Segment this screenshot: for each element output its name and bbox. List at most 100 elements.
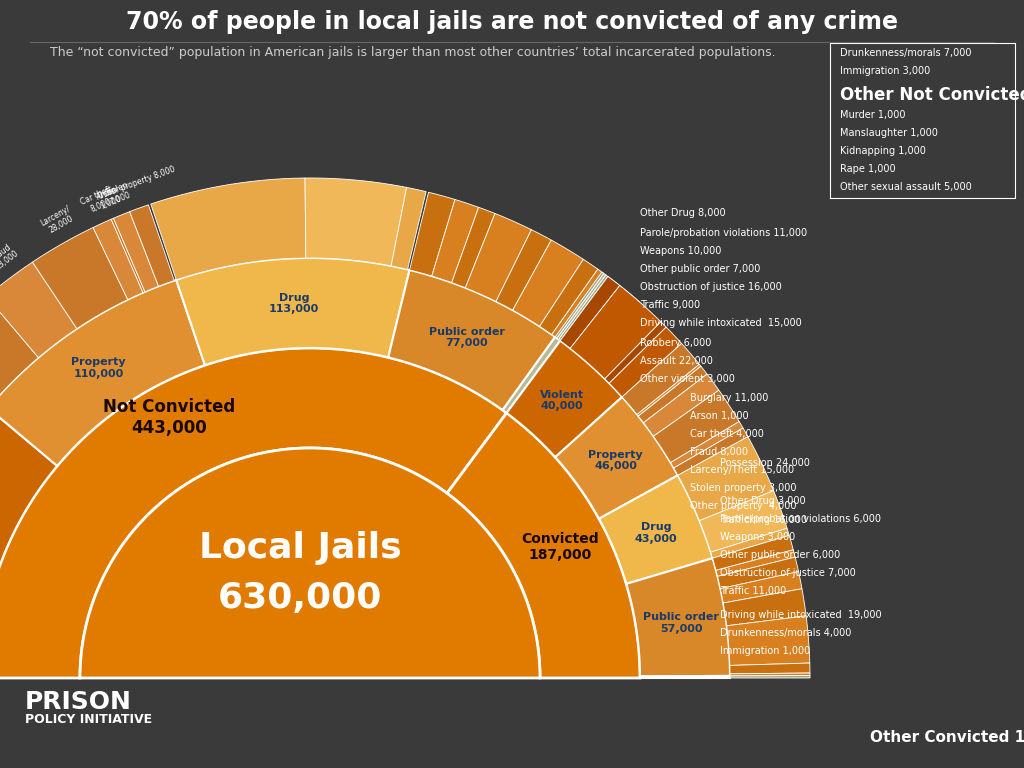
Text: Local Jails: Local Jails [199, 531, 401, 565]
Text: Other Not Convicted 2,000: Other Not Convicted 2,000 [840, 86, 1024, 104]
Text: Arson 1,000: Arson 1,000 [690, 411, 749, 421]
Text: Other violent 3,000: Other violent 3,000 [640, 374, 735, 384]
Polygon shape [507, 341, 623, 457]
Polygon shape [432, 200, 478, 283]
Polygon shape [713, 535, 794, 571]
Polygon shape [727, 616, 810, 665]
Text: Weapons 3,000: Weapons 3,000 [720, 532, 796, 542]
Polygon shape [447, 413, 640, 678]
Text: Other Convicted 1,000: Other Convicted 1,000 [870, 730, 1024, 745]
Polygon shape [730, 676, 810, 678]
Text: PRISON: PRISON [25, 690, 132, 714]
Text: Parole/probation violations 11,000: Parole/probation violations 11,000 [640, 228, 807, 238]
Polygon shape [587, 302, 643, 365]
Polygon shape [0, 280, 205, 466]
Polygon shape [496, 230, 551, 310]
Polygon shape [638, 366, 707, 422]
Text: Other Drug 3,000: Other Drug 3,000 [720, 496, 806, 506]
Text: Obstruction of justice 7,000: Obstruction of justice 7,000 [720, 568, 856, 578]
Text: Burglary 11,000: Burglary 11,000 [690, 393, 768, 403]
Text: Property
110,000: Property 110,000 [72, 357, 126, 379]
Polygon shape [720, 571, 802, 603]
Polygon shape [558, 275, 608, 341]
Polygon shape [653, 390, 739, 462]
Text: Other sexual assault 5,000: Other sexual assault 5,000 [840, 182, 972, 192]
Text: Kidnapping 1,000: Kidnapping 1,000 [840, 146, 926, 156]
Polygon shape [555, 272, 604, 338]
Polygon shape [582, 296, 639, 362]
Polygon shape [643, 374, 719, 436]
Text: Convicted
187,000: Convicted 187,000 [521, 532, 599, 562]
Polygon shape [570, 286, 660, 379]
Text: The “not convicted” population in American jails is larger than most other count: The “not convicted” population in Americ… [50, 46, 775, 59]
Polygon shape [557, 273, 606, 339]
Text: Manslaughter 1,000: Manslaughter 1,000 [840, 128, 938, 138]
Text: Public order
77,000: Public order 77,000 [429, 326, 505, 348]
Text: Other Drug 8,000: Other Drug 8,000 [640, 208, 726, 218]
Polygon shape [671, 422, 743, 468]
Polygon shape [176, 258, 410, 365]
Text: Trafficking 16,000: Trafficking 16,000 [720, 515, 807, 525]
Polygon shape [730, 673, 810, 676]
Polygon shape [555, 397, 678, 518]
Text: Parole/probation violations 6,000: Parole/probation violations 6,000 [720, 514, 881, 524]
Polygon shape [391, 187, 426, 270]
Polygon shape [0, 348, 507, 678]
Text: Stolen
7,000: Stolen 7,000 [103, 180, 133, 207]
Text: Obstruction of justice 16,000: Obstruction of justice 16,000 [640, 282, 781, 292]
Text: Car theft
8,000: Car theft 8,000 [79, 184, 118, 216]
Text: Public order
57,000: Public order 57,000 [643, 612, 719, 634]
Polygon shape [114, 212, 159, 292]
Polygon shape [465, 214, 531, 301]
Polygon shape [674, 428, 748, 475]
Text: Drug
113,000: Drug 113,000 [269, 293, 319, 314]
Polygon shape [627, 558, 730, 677]
Text: Possession 24,000: Possession 24,000 [720, 458, 810, 468]
Text: Murder 1,000: Murder 1,000 [840, 110, 905, 120]
Polygon shape [560, 276, 610, 342]
Polygon shape [730, 663, 810, 674]
Polygon shape [0, 262, 77, 358]
Polygon shape [130, 205, 174, 286]
Text: Weapons 10,000: Weapons 10,000 [640, 246, 721, 256]
Text: Car theft 4,000: Car theft 4,000 [690, 429, 764, 439]
Text: Other property  4,000: Other property 4,000 [690, 501, 797, 511]
Polygon shape [699, 491, 787, 552]
Text: Immigration 3,000: Immigration 3,000 [840, 66, 930, 76]
Text: Fraud 8,000: Fraud 8,000 [690, 447, 748, 457]
Text: Drunkenness/morals 7,000: Drunkenness/morals 7,000 [840, 48, 972, 58]
Text: 630,000: 630,000 [218, 581, 382, 615]
Text: Arson
1,000: Arson 1,000 [95, 185, 123, 211]
Text: Traffic 9,000: Traffic 9,000 [640, 300, 700, 310]
Polygon shape [723, 589, 806, 626]
Polygon shape [503, 337, 560, 413]
Polygon shape [33, 227, 128, 329]
Polygon shape [540, 260, 598, 335]
Polygon shape [711, 528, 790, 558]
Text: Immigration 1,000: Immigration 1,000 [720, 646, 810, 656]
Text: Larceny/
28,000: Larceny/ 28,000 [39, 204, 77, 237]
Polygon shape [552, 269, 604, 338]
Polygon shape [562, 278, 620, 349]
Text: Robbery 6,000: Robbery 6,000 [640, 338, 712, 348]
Polygon shape [678, 437, 773, 521]
Text: 70% of people in local jails are not convicted of any crime: 70% of people in local jails are not con… [126, 10, 898, 34]
Polygon shape [93, 219, 143, 300]
Polygon shape [410, 192, 455, 276]
Text: Rape 1,000: Rape 1,000 [840, 164, 896, 174]
Text: Drunkenness/morals 4,000: Drunkenness/morals 4,000 [720, 628, 851, 638]
Text: Not Convicted
443,000: Not Convicted 443,000 [103, 399, 236, 437]
Polygon shape [0, 296, 39, 408]
Text: Larceny/Theft 15,000: Larceny/Theft 15,000 [690, 465, 795, 475]
Polygon shape [605, 322, 667, 383]
Polygon shape [112, 218, 145, 293]
Text: POLICY INITIATIVE: POLICY INITIATIVE [25, 713, 153, 726]
Polygon shape [640, 676, 730, 678]
Text: Other public order 7,000: Other public order 7,000 [640, 264, 761, 274]
Polygon shape [637, 364, 700, 416]
Polygon shape [513, 240, 584, 326]
Text: Driving while intoxicated  19,000: Driving while intoxicated 19,000 [720, 610, 882, 620]
Polygon shape [609, 327, 682, 397]
Polygon shape [718, 557, 799, 588]
Polygon shape [570, 286, 633, 358]
